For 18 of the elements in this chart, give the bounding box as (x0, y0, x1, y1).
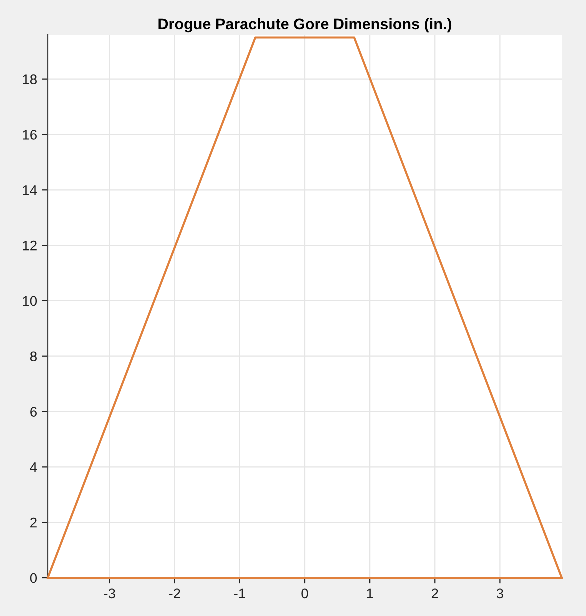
x-tick-label: 2 (432, 588, 438, 598)
y-tick-label: 8 (30, 352, 37, 362)
y-tick-label: 4 (30, 462, 38, 472)
x-tick-label: -3 (104, 588, 116, 599)
y-tick-label: 16 (23, 130, 37, 140)
x-tick-label: -2 (169, 588, 180, 598)
y-tick-label: 10 (23, 296, 38, 306)
y-tick-label: 14 (23, 186, 38, 196)
chart-title: Drogue Parachute Gore Dimensions (in.) (158, 18, 452, 33)
y-tick-label: 2 (30, 518, 37, 528)
x-tick-label: -1 (234, 588, 246, 598)
x-tick-label: 0 (302, 588, 308, 599)
y-tick-label: 0 (30, 573, 38, 584)
x-tick-label: 1 (367, 588, 374, 598)
x-tick-label: 3 (496, 588, 504, 599)
y-tick-label: 18 (23, 74, 37, 84)
y-tick-label: 12 (23, 240, 37, 251)
y-tick-label: 6 (30, 407, 37, 417)
